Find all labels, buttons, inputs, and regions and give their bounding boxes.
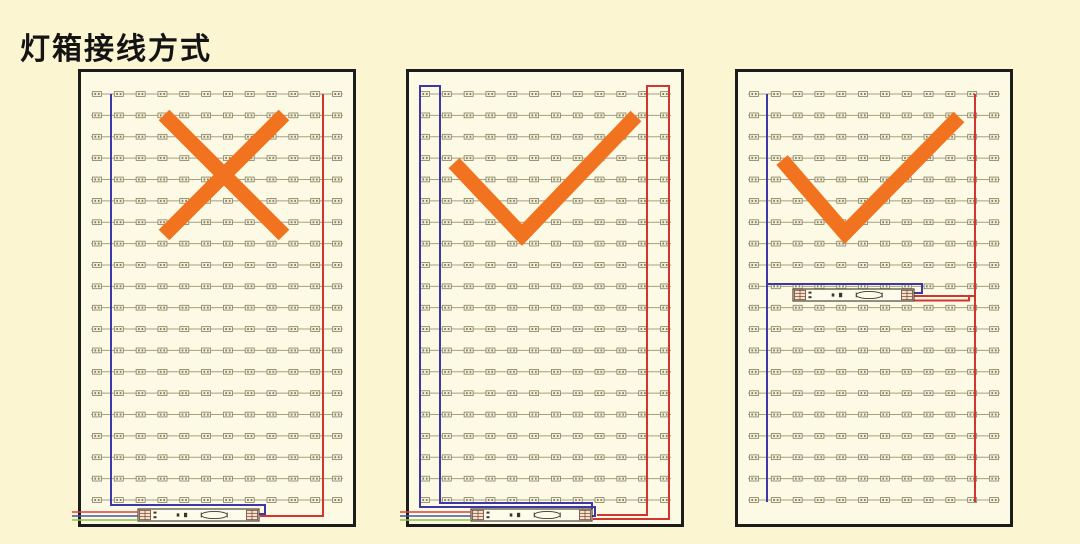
page-title: 灯箱接线方式 <box>20 32 212 68</box>
wiring-diagram-single-feed <box>72 91 343 522</box>
wiring-diagram-loop-feed <box>400 85 671 522</box>
wiring-panel-wrong <box>72 69 356 527</box>
wiring-diagram-center-psu <box>748 91 1000 503</box>
wiring-panel-correct-center-psu <box>735 69 1013 527</box>
wiring-panel-correct-loop <box>400 69 684 527</box>
